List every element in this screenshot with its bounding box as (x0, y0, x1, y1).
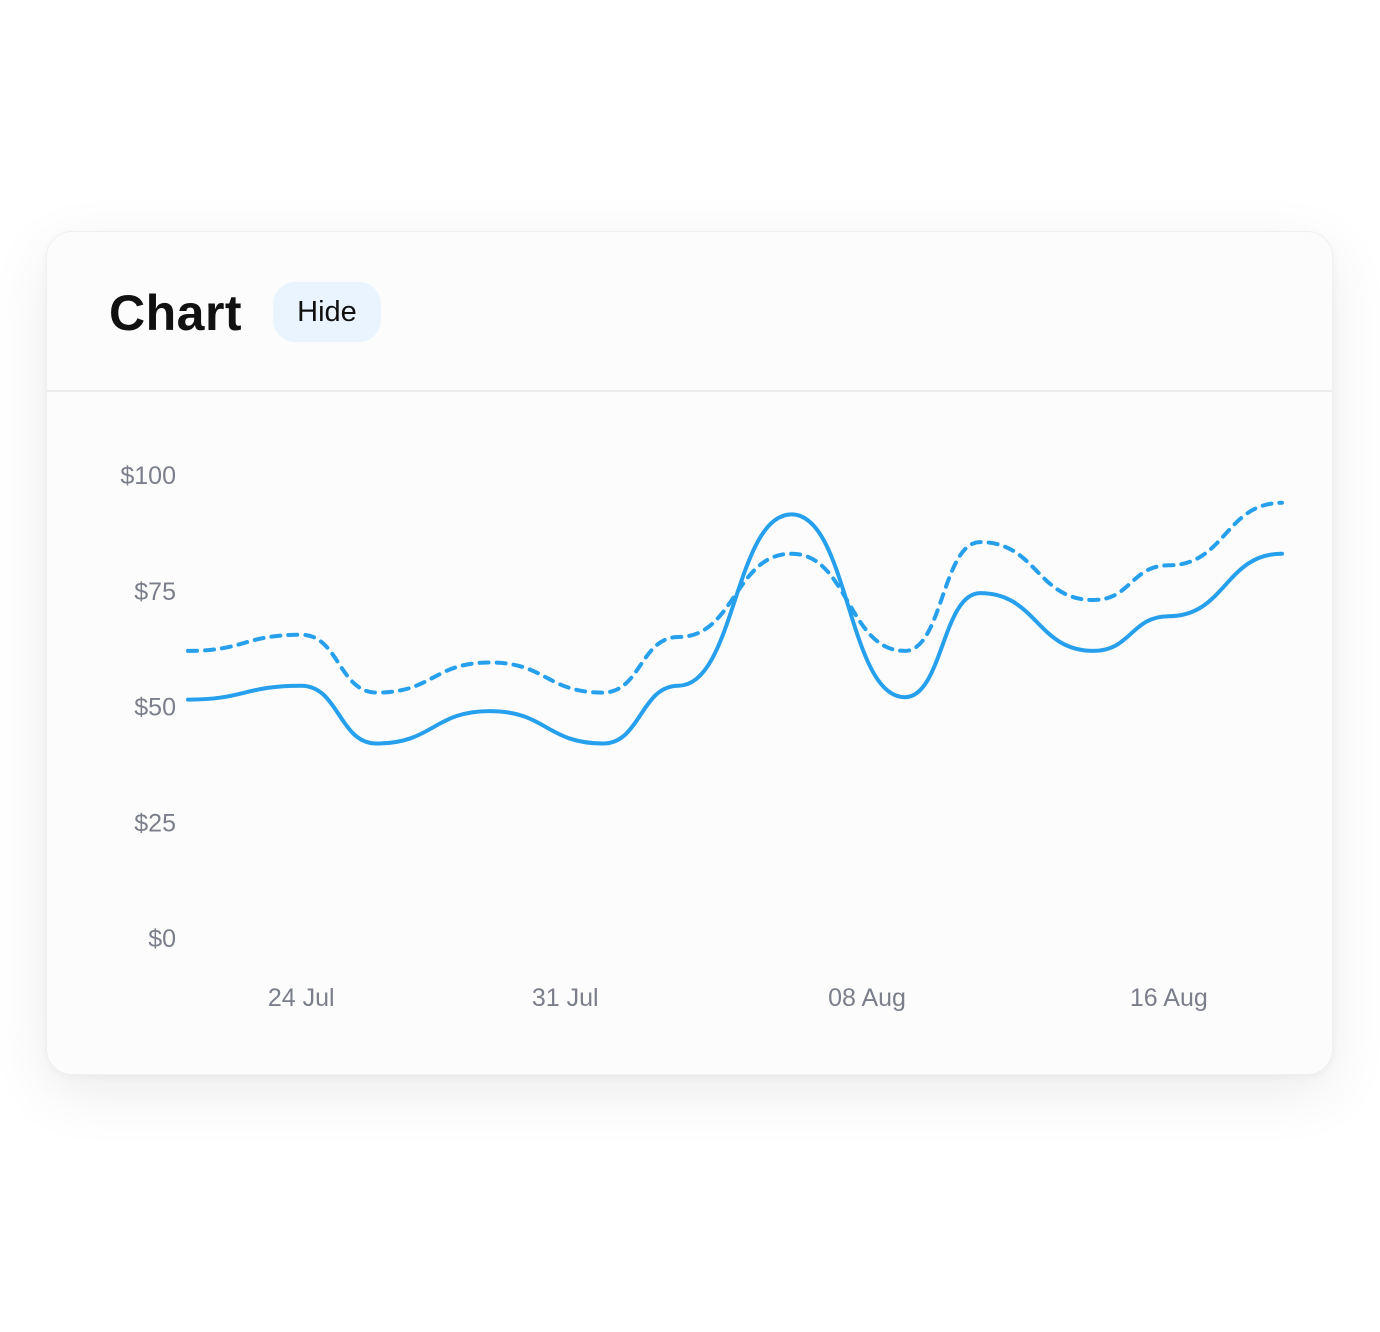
y-tick-label: $50 (134, 694, 176, 722)
series-layer (186, 500, 1284, 746)
x-tick-label: 31 Jul (532, 984, 599, 1012)
chart-title: Chart (109, 285, 243, 341)
series-line-solid (186, 512, 1284, 746)
x-tick-label: 08 Aug (828, 984, 906, 1012)
chart-card: Chart Hide (46, 231, 1333, 1075)
y-tick-label: $0 (148, 925, 176, 953)
y-tick-label: $75 (134, 578, 176, 606)
y-tick-label: $25 (134, 809, 176, 837)
hide-button[interactable]: Hide (273, 282, 381, 342)
x-axis: 24 Jul 31 Jul 08 Aug 16 Aug (268, 984, 1208, 1012)
y-tick-label: $100 (120, 462, 176, 490)
series-line-dashed (186, 500, 1284, 695)
x-tick-label: 24 Jul (268, 984, 335, 1012)
x-tick-label: 16 Aug (1130, 984, 1208, 1012)
y-axis: $0 $25 $50 $75 $100 (120, 462, 176, 953)
card-header: Chart Hide (47, 232, 1332, 392)
